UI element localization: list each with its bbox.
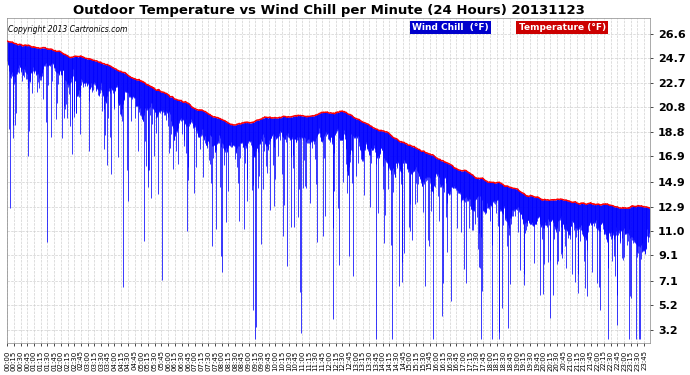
Text: Wind Chill  (°F): Wind Chill (°F) <box>413 23 489 32</box>
Text: Copyright 2013 Cartronics.com: Copyright 2013 Cartronics.com <box>8 25 128 34</box>
Title: Outdoor Temperature vs Wind Chill per Minute (24 Hours) 20131123: Outdoor Temperature vs Wind Chill per Mi… <box>73 4 584 17</box>
Text: Temperature (°F): Temperature (°F) <box>519 23 606 32</box>
